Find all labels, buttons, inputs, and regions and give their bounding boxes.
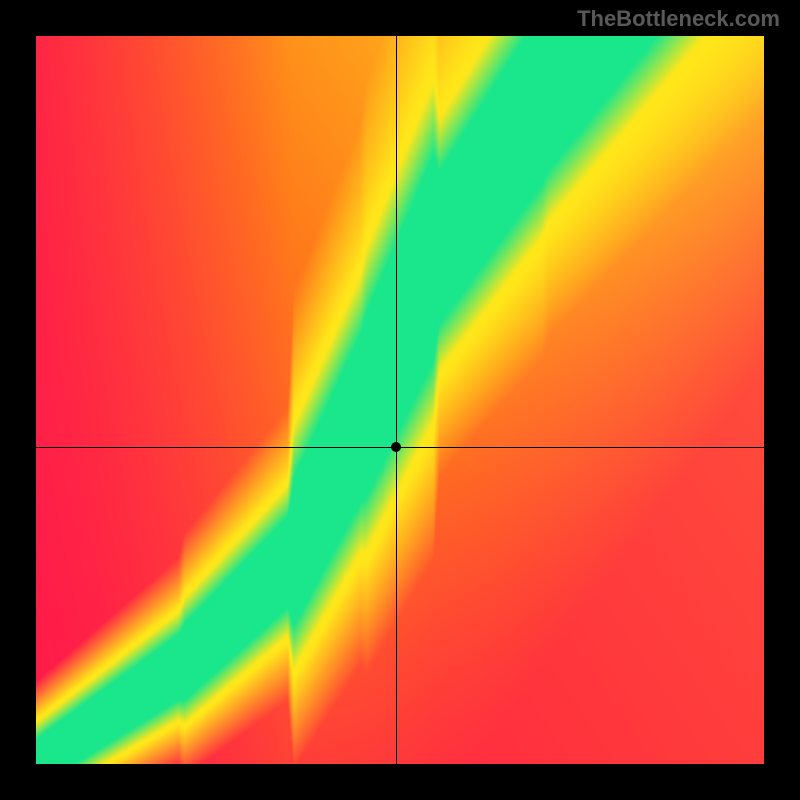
crosshair-marker [391, 442, 401, 452]
watermark-text: TheBottleneck.com [577, 6, 780, 32]
crosshair-vertical [396, 36, 397, 764]
heatmap-plot [36, 36, 764, 764]
heatmap-canvas [36, 36, 764, 764]
